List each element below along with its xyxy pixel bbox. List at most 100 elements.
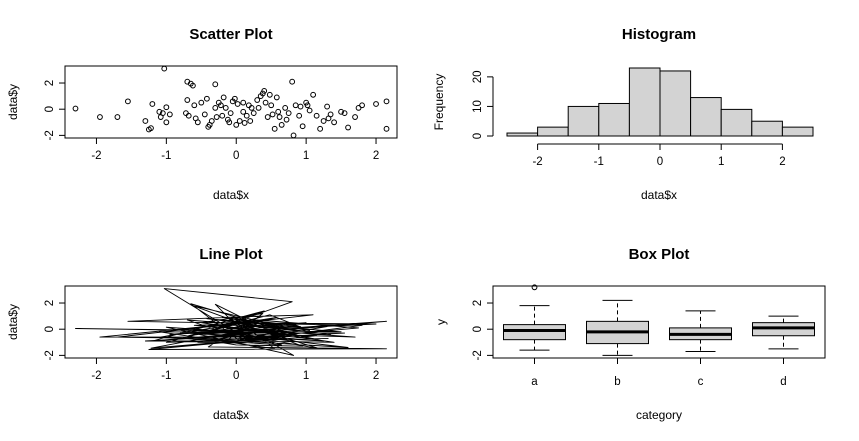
box-c — [669, 310, 732, 352]
scatter-point — [240, 108, 247, 115]
scatter-point — [283, 116, 290, 123]
y-tick-label: 10 — [472, 100, 484, 113]
scatter-plot-frame — [64, 65, 398, 139]
scatter-point — [262, 99, 269, 106]
scatter-point — [226, 119, 233, 126]
line-plot-x-label: data$x — [213, 408, 249, 422]
histogram-bar — [598, 102, 630, 137]
scatter-point — [240, 99, 247, 106]
scatter-point — [341, 110, 348, 117]
scatter-point — [72, 105, 79, 112]
scatter-point — [317, 125, 324, 132]
x-tick-label: 0 — [657, 156, 663, 168]
scatter-point — [191, 102, 198, 109]
x-tick-label: a — [531, 376, 538, 388]
scatter-point — [114, 114, 121, 120]
x-tick-label: 2 — [373, 150, 379, 162]
scatter-point — [306, 107, 313, 114]
scatter-point — [213, 114, 220, 120]
scatter-point — [383, 98, 390, 105]
x-tick-label: c — [698, 376, 704, 388]
box-plot-x-axis: a b c d — [531, 357, 787, 388]
x-tick-label: -2 — [91, 370, 101, 382]
histogram-bar — [628, 67, 661, 137]
scatter-point — [185, 112, 192, 119]
scatter-point — [125, 98, 131, 105]
scatter-point — [282, 104, 289, 111]
histogram-bar — [659, 70, 692, 137]
scatter-point — [352, 114, 358, 120]
x-tick-label: -1 — [594, 156, 604, 168]
histogram-y-label: Frequency — [432, 74, 446, 131]
y-tick-label: 0 — [44, 326, 56, 332]
scatter-point — [345, 124, 351, 131]
scatter-point — [359, 102, 365, 109]
scatter-plot-y-label: data$y — [6, 84, 20, 120]
scatter-point — [268, 102, 275, 109]
histogram-panel: Histogram -2 -1 0 1 2 0 10 20 data$x Frequency — [432, 26, 814, 202]
x-tick-label: 0 — [233, 150, 239, 162]
scatter-point — [327, 111, 334, 118]
line-plot-title: Line Plot — [199, 246, 262, 263]
scatter-point — [219, 112, 226, 119]
box-plot-boxes — [503, 284, 815, 356]
box-body — [503, 324, 566, 341]
scatter-point — [261, 87, 268, 94]
box-plot-panel: Box Plot a b c d -2 0 2 category y — [434, 246, 826, 422]
scatter-point — [296, 112, 303, 119]
box-plot-y-axis: -2 0 2 — [472, 300, 494, 360]
scatter-point — [234, 101, 241, 107]
histogram-x-axis: -2 -1 0 1 2 — [532, 143, 786, 168]
scatter-point — [275, 108, 282, 115]
scatter-point — [276, 114, 283, 120]
x-tick-label: 0 — [233, 370, 239, 382]
scatter-point — [149, 101, 156, 107]
scatter-point — [313, 112, 320, 119]
scatter-point — [310, 91, 317, 98]
scatter-point — [373, 101, 379, 107]
histogram-bar — [567, 105, 600, 137]
histogram-bar — [781, 126, 814, 137]
y-tick-label: 0 — [44, 106, 56, 112]
line-series — [75, 288, 387, 356]
histogram-title: Histogram — [622, 26, 696, 43]
y-tick-label: 20 — [472, 70, 484, 83]
scatter-point — [271, 125, 278, 132]
scatter-point — [201, 111, 208, 118]
scatter-point — [236, 118, 243, 124]
x-tick-label: -1 — [161, 370, 171, 382]
x-tick-label: d — [780, 376, 786, 388]
box-plot-title: Box Plot — [629, 246, 690, 263]
x-tick-label: 1 — [718, 156, 724, 168]
scatter-point — [338, 108, 344, 115]
scatter-point — [220, 94, 227, 101]
scatter-point — [266, 91, 273, 98]
scatter-point — [304, 102, 311, 109]
scatter-point — [278, 122, 285, 128]
scatter-plot-points — [72, 65, 390, 139]
y-tick-label: 2 — [44, 80, 56, 86]
x-tick-label: 1 — [303, 370, 309, 382]
scatter-point — [97, 114, 103, 120]
scatter-point — [156, 108, 163, 115]
scatter-point — [324, 103, 331, 110]
scatter-point — [217, 102, 224, 109]
box-plot-frame — [492, 285, 826, 359]
x-tick-label: 1 — [303, 150, 309, 162]
x-tick-label: 2 — [373, 370, 379, 382]
scatter-point — [203, 95, 210, 102]
scatter-plot-y-axis: -2 0 2 — [44, 80, 66, 140]
box-plot-y-label: y — [434, 319, 448, 325]
scatter-point — [255, 104, 262, 111]
box-b — [586, 299, 649, 356]
x-tick-label: 2 — [779, 156, 785, 168]
scatter-plot-x-axis: -2 -1 0 1 2 — [91, 137, 379, 162]
scatter-point — [212, 104, 219, 111]
histogram-x-label: data$x — [641, 188, 677, 202]
scatter-point — [190, 82, 196, 89]
scatter-point — [299, 123, 306, 130]
x-tick-label: b — [614, 376, 620, 388]
scatter-point — [269, 111, 276, 118]
scatter-point — [231, 95, 238, 102]
